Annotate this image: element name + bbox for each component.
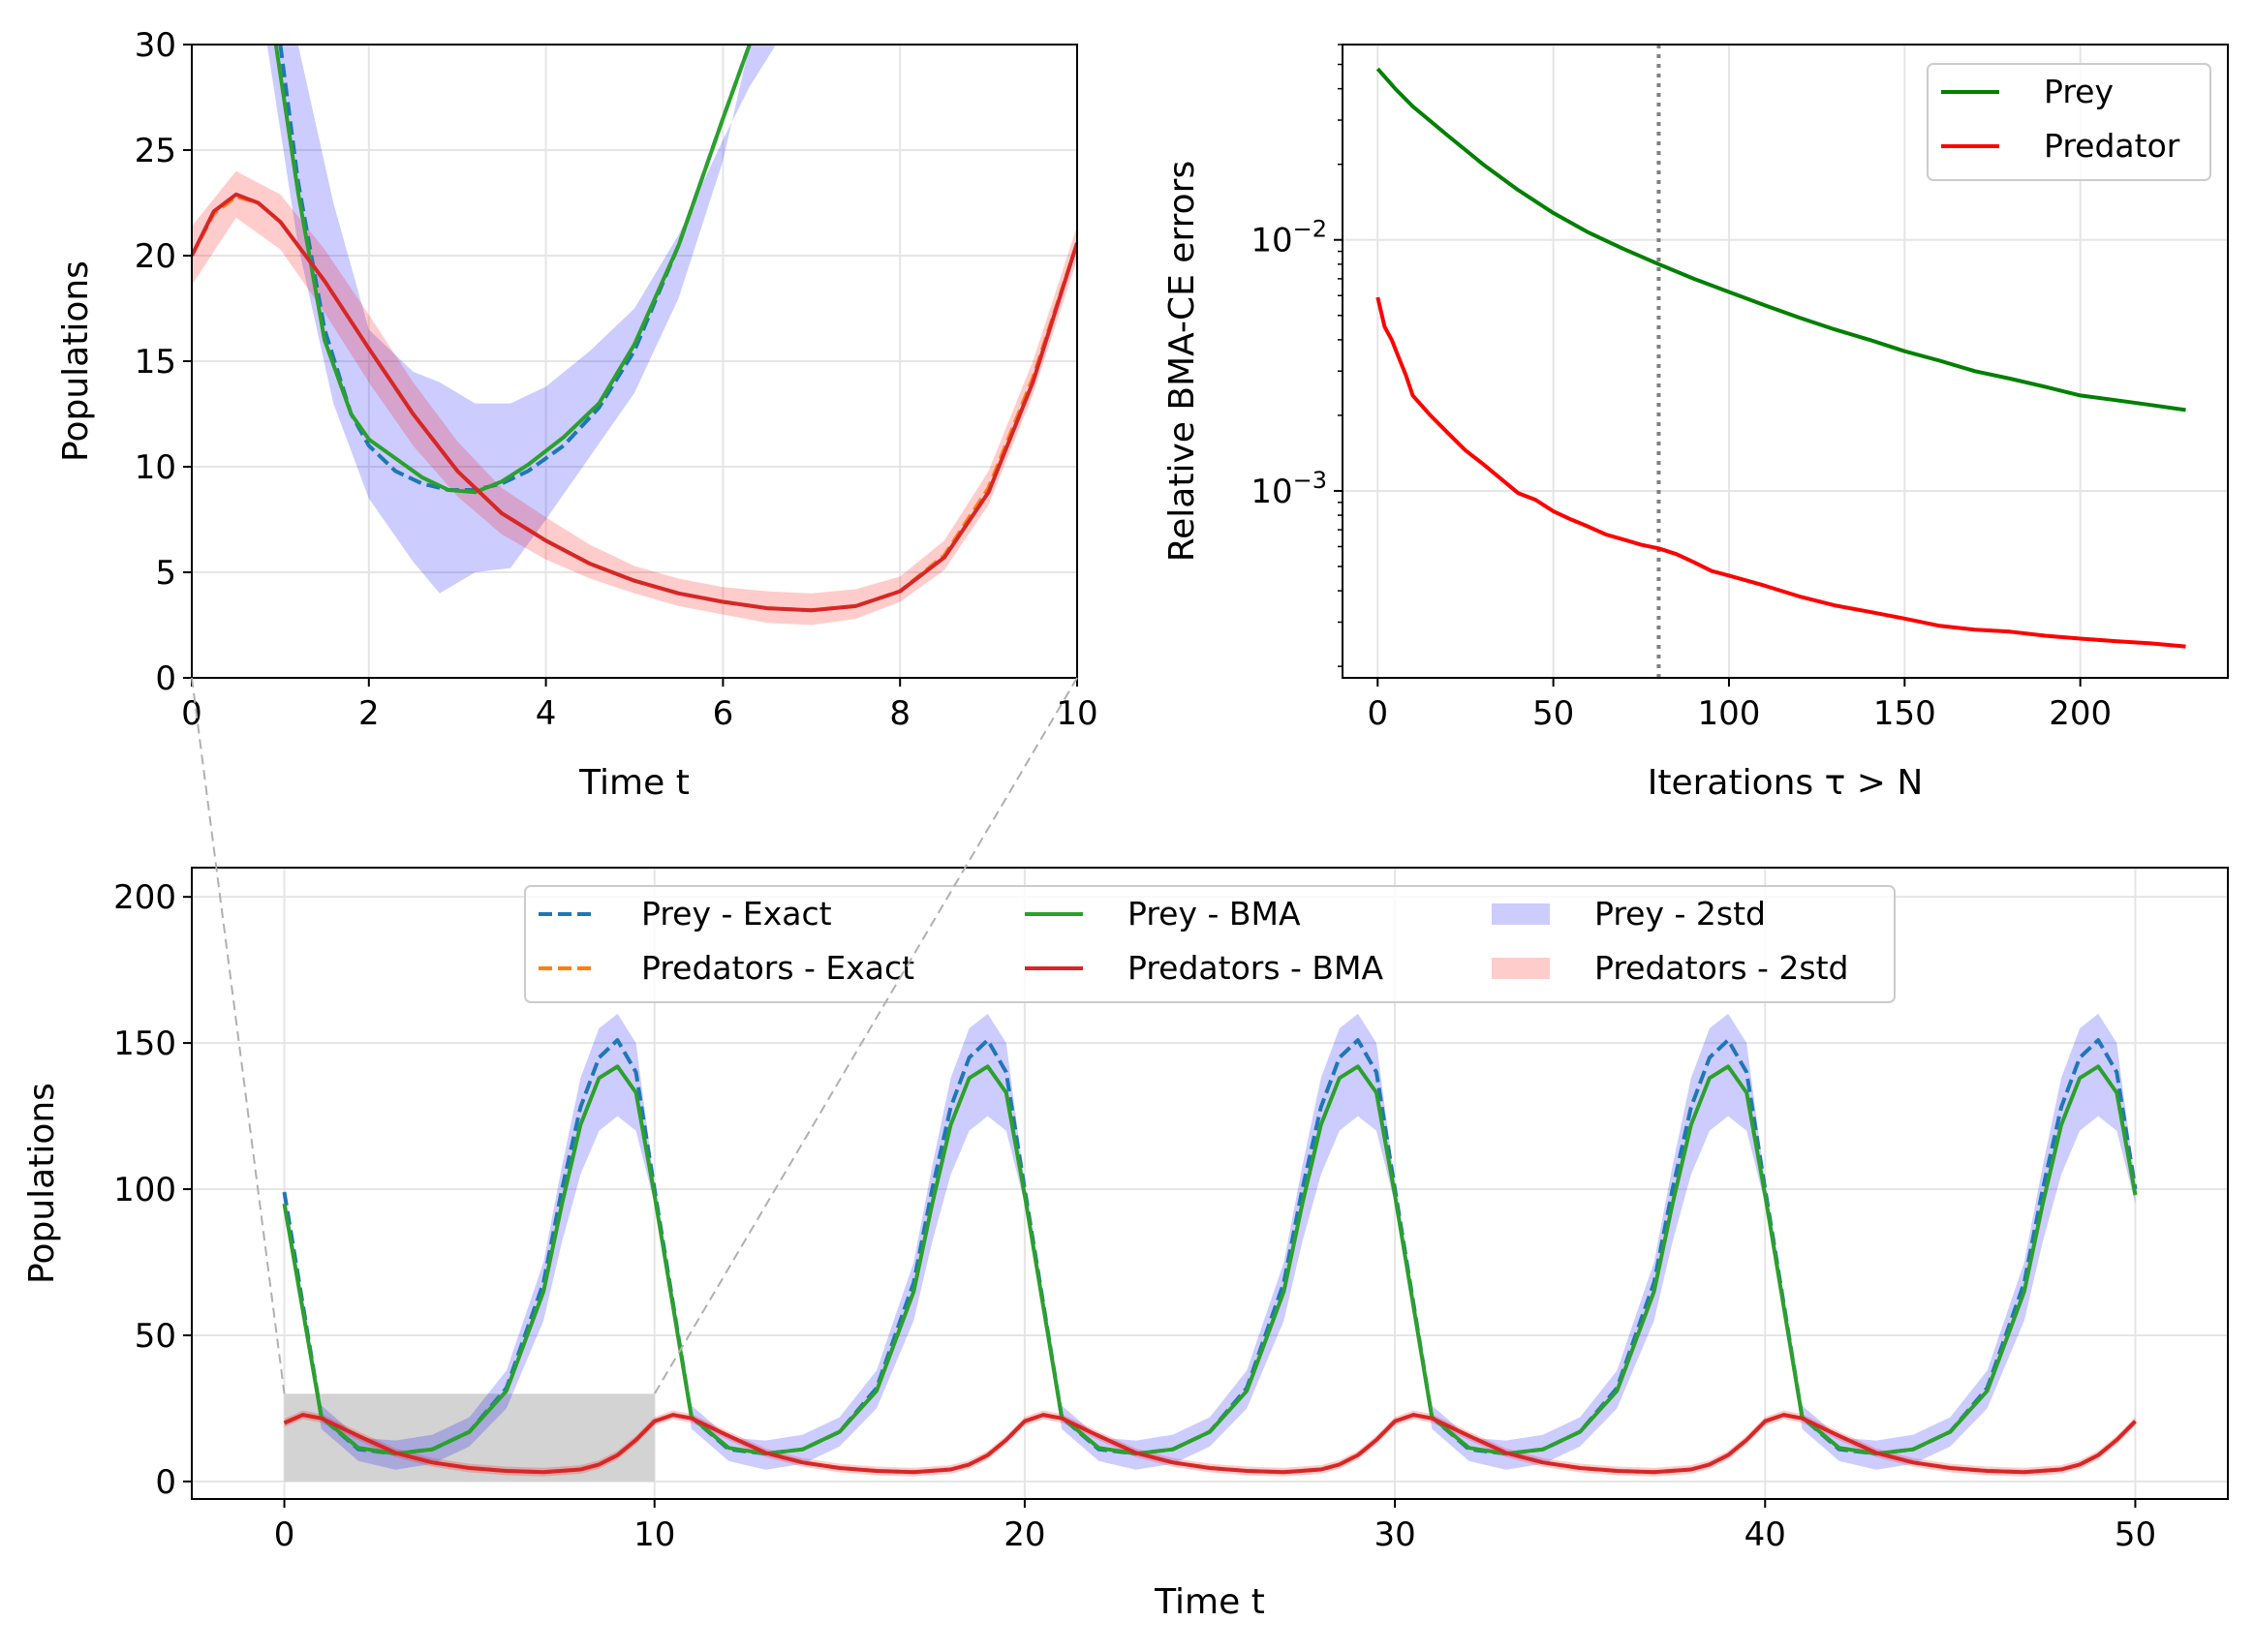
full-legend: Prey - Exact Predators - Exact Prey - BM… bbox=[524, 885, 1896, 1003]
zoom-connectors bbox=[191, 677, 1078, 1394]
full-y-ticks: 0 50 100 150 200 bbox=[113, 878, 192, 1502]
zoom-y-tick-label: 20 bbox=[135, 237, 176, 276]
error-frame bbox=[1342, 44, 2229, 679]
zoom-x-tick-label: 8 bbox=[889, 694, 911, 733]
error-y-tick-exponent: −2 bbox=[1293, 216, 1327, 243]
legend-label-predators-bma: Predators - BMA bbox=[1127, 949, 1384, 987]
error-x-tick-label: 50 bbox=[1532, 694, 1574, 733]
full-panel: 0 10 20 30 40 50 0 50 100 150 200 Time t Populati… bbox=[22, 867, 2229, 1622]
error-x-ticks: 0 50 100 150 200 bbox=[1367, 678, 2112, 733]
zoom-y-tick-label: 15 bbox=[135, 343, 176, 382]
zoom-y-axis-label: Populations bbox=[56, 260, 96, 462]
error-y-tick-base: 10 bbox=[1251, 222, 1292, 260]
error-x-tick-label: 100 bbox=[1698, 694, 1761, 733]
legend-swatch-predators-2std bbox=[1492, 958, 1550, 979]
zoom-x-axis-label: Time t bbox=[578, 763, 690, 803]
legend-label-prey: Prey bbox=[2044, 73, 2114, 110]
band-predators-2std bbox=[192, 170, 1077, 626]
legend-label-prey-bma: Prey - BMA bbox=[1127, 895, 1301, 933]
zoom-y-tick-label: 10 bbox=[135, 448, 176, 487]
series-predators-bma bbox=[192, 192, 1077, 613]
series-predators-bma bbox=[283, 1413, 2137, 1475]
legend-label-predators-exact: Predators - Exact bbox=[641, 949, 914, 987]
full-y-axis-label: Populations bbox=[22, 1083, 62, 1284]
full-y-tick-label: 200 bbox=[113, 878, 176, 917]
zoom-y-tick-label: 25 bbox=[135, 132, 176, 170]
legend-label-predators-2std: Predators - 2std bbox=[1594, 949, 1849, 987]
error-x-tick-label: 150 bbox=[1873, 694, 1936, 733]
full-frame bbox=[191, 867, 2229, 1500]
error-lines bbox=[1375, 67, 2186, 649]
legend-label-prey-2std: Prey - 2std bbox=[1594, 895, 1766, 933]
zoom-panel: 0 2 4 6 8 10 0 5 10 15 20 25 30 Time t Populations bbox=[56, 26, 1098, 803]
zoom-y-ticks: 0 5 10 15 20 25 30 bbox=[135, 26, 192, 698]
zoom-grid bbox=[191, 44, 1078, 679]
series-prey-bma bbox=[282, 1064, 2138, 1456]
zoom-y-tick-label: 5 bbox=[155, 554, 176, 593]
zoom-y-tick-label: 30 bbox=[135, 26, 176, 65]
full-x-axis-label: Time t bbox=[1154, 1582, 1265, 1622]
error-y-ticks: 10−210−3 bbox=[1251, 44, 1343, 667]
legend-label-prey-exact: Prey - Exact bbox=[641, 895, 832, 933]
full-x-tick-label: 40 bbox=[1745, 1515, 1786, 1554]
zoom-x-tick-label: 10 bbox=[1056, 694, 1097, 733]
zoom-x-tick-label: 4 bbox=[536, 694, 557, 733]
series-predator bbox=[1375, 296, 2186, 649]
full-y-tick-label: 0 bbox=[155, 1463, 176, 1502]
connector-left bbox=[191, 677, 286, 1394]
full-x-tick-label: 10 bbox=[633, 1515, 675, 1554]
full-x-tick-label: 30 bbox=[1374, 1515, 1415, 1554]
zoom-x-tick-label: 6 bbox=[713, 694, 734, 733]
error-panel: 0 50 100 150 200 10−210−3 Iterations τ > N R… bbox=[1162, 44, 2229, 803]
error-y-tick-label: 10−3 bbox=[1251, 467, 1327, 511]
zoom-x-tick-label: 0 bbox=[181, 694, 202, 733]
error-x-axis-label: Iterations τ > N bbox=[1648, 763, 1924, 803]
zoom-bands bbox=[192, 45, 1077, 626]
series-prey bbox=[1375, 67, 2186, 413]
zoom-x-tick-label: 2 bbox=[358, 694, 380, 733]
full-legend-box bbox=[524, 885, 1896, 1003]
error-x-tick-label: 0 bbox=[1367, 694, 1388, 733]
full-y-tick-label: 100 bbox=[113, 1171, 176, 1209]
band-prey-2std bbox=[284, 1013, 2136, 1470]
error-y-axis-label: Relative BMA-CE errors bbox=[1162, 161, 1202, 562]
full-x-ticks: 0 10 20 30 40 50 bbox=[274, 1499, 2156, 1554]
series-prey-bma bbox=[273, 45, 752, 495]
error-y-tick-exponent: −3 bbox=[1293, 467, 1327, 494]
legend-swatch-prey-2std bbox=[1492, 903, 1550, 925]
full-lines bbox=[282, 1038, 2138, 1475]
zoom-y-tick-label: 0 bbox=[155, 659, 176, 698]
full-x-tick-label: 20 bbox=[1003, 1515, 1045, 1554]
full-y-tick-label: 50 bbox=[135, 1317, 176, 1356]
full-x-tick-label: 0 bbox=[274, 1515, 295, 1554]
error-grid bbox=[1343, 45, 2228, 678]
full-x-tick-label: 50 bbox=[2115, 1515, 2156, 1554]
error-legend: Prey Predator bbox=[1927, 63, 2211, 181]
full-y-tick-label: 150 bbox=[113, 1025, 176, 1063]
error-y-tick-label: 10−2 bbox=[1251, 216, 1327, 260]
legend-label-predator: Predator bbox=[2044, 127, 2180, 165]
error-x-tick-label: 200 bbox=[2049, 694, 2112, 733]
zoom-lines bbox=[192, 45, 1077, 613]
band-prey-2std bbox=[266, 45, 848, 594]
error-y-tick-base: 10 bbox=[1251, 473, 1292, 511]
zoom-x-ticks: 0 2 4 6 8 10 bbox=[181, 678, 1098, 733]
